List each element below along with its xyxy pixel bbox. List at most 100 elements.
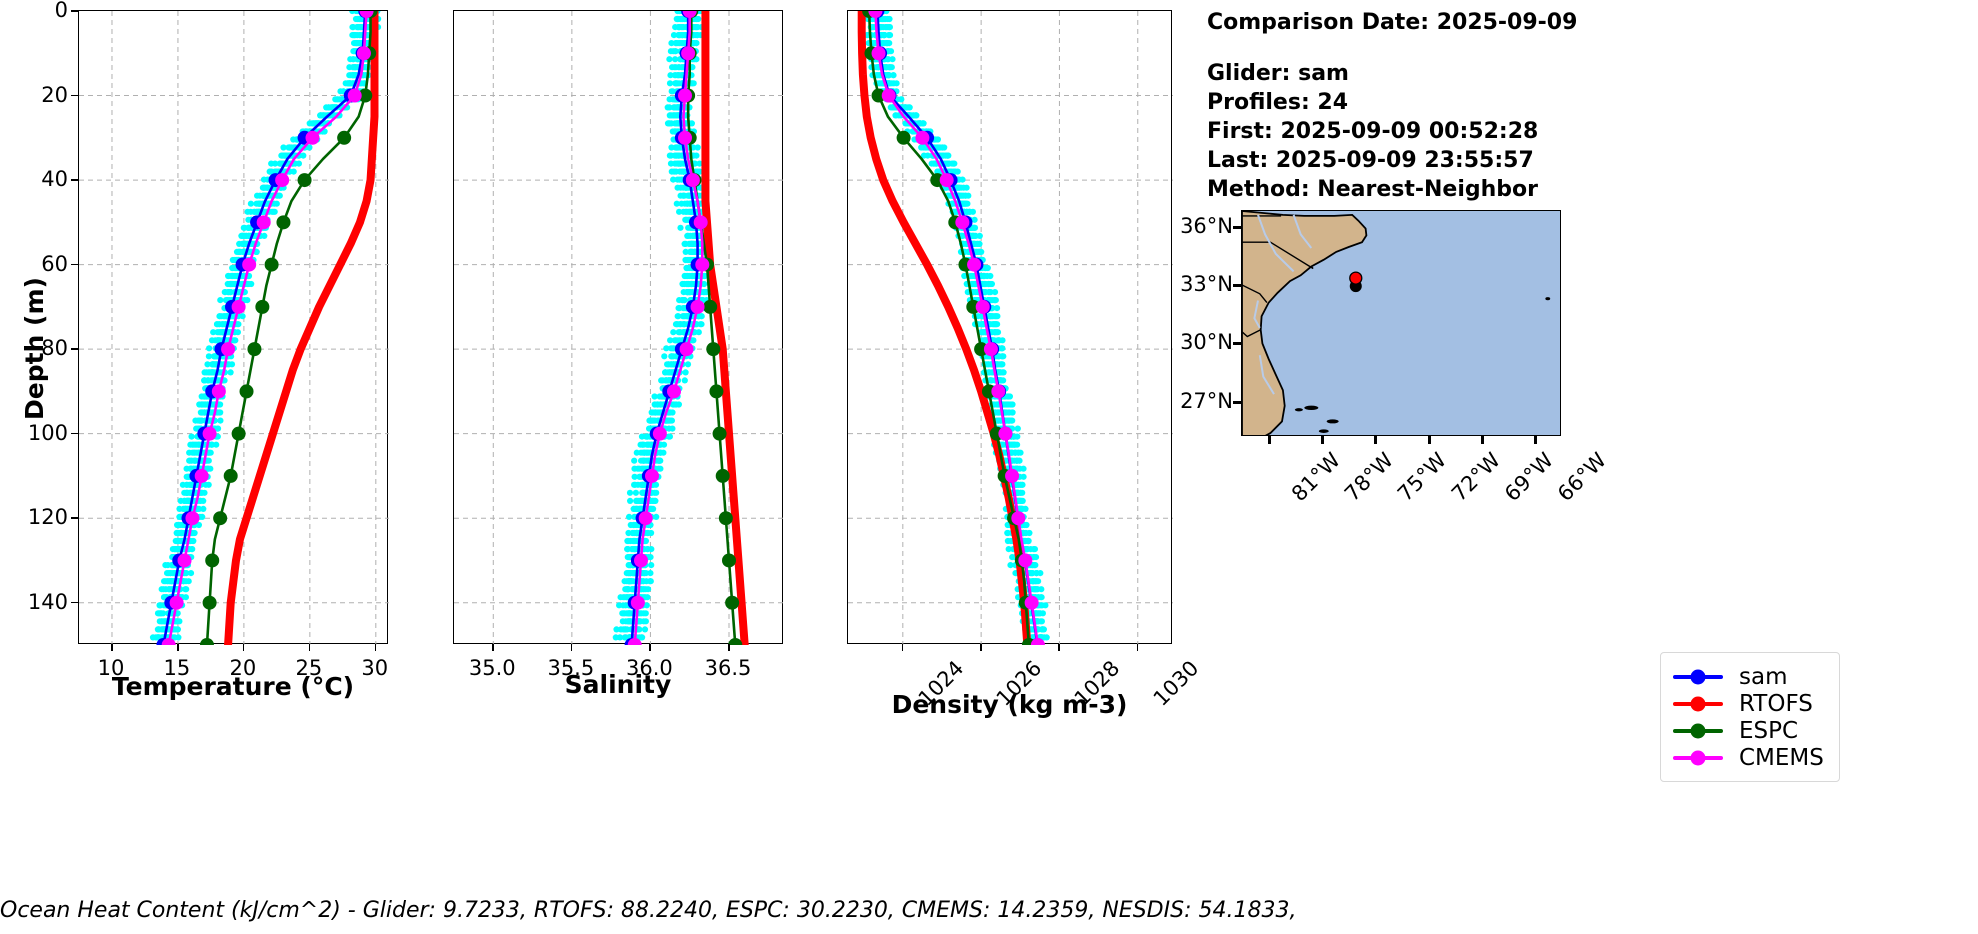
series-marker-cmems — [693, 215, 708, 230]
island — [1545, 297, 1551, 301]
legend-label: RTOFS — [1739, 690, 1813, 717]
series-marker-cmems — [1030, 638, 1045, 645]
legend-item[interactable]: CMEMS — [1673, 744, 1825, 771]
density-panel — [847, 10, 1173, 645]
series-line-cmems — [167, 11, 368, 645]
depth-tick-mark — [71, 10, 78, 12]
series-marker-cmems — [955, 215, 970, 230]
x-tick-mark — [649, 644, 652, 651]
series-marker-cmems — [185, 511, 200, 526]
map-lat-tick-mark — [1233, 342, 1241, 346]
map-lon-tick-mark — [1481, 436, 1484, 444]
state-border — [1242, 329, 1262, 338]
series-marker-cmems — [211, 384, 226, 399]
series-marker-cmems — [871, 46, 886, 61]
series-marker-espc — [255, 299, 270, 314]
legend-item[interactable]: ESPC — [1673, 717, 1825, 744]
series-marker-espc — [728, 638, 743, 645]
series-marker-cmems — [975, 299, 990, 314]
map-lon-tick-label: 66°W — [1553, 448, 1612, 506]
series-marker-cmems — [991, 384, 1006, 399]
depth-tick-label: 120 — [27, 505, 68, 530]
series-marker-cmems — [868, 11, 883, 18]
legend-item[interactable]: sam — [1673, 663, 1825, 690]
series-marker-espc — [358, 88, 373, 103]
series-marker-cmems — [347, 88, 362, 103]
series-marker-cmems — [967, 257, 982, 272]
river — [1253, 300, 1261, 329]
glider-name-text: Glider: sam — [1207, 61, 1349, 86]
x-tick-mark — [901, 644, 904, 651]
series-marker-cmems — [1018, 553, 1033, 568]
series-marker-espc — [706, 342, 721, 357]
map-lon-tick-label: 75°W — [1393, 448, 1452, 506]
series-line-espc — [867, 11, 1031, 645]
series-marker-cmems — [998, 426, 1013, 441]
method-text: Method: Nearest-Neighbor — [1207, 177, 1538, 202]
series-marker-cmems — [177, 553, 192, 568]
series-marker-espc — [871, 88, 886, 103]
legend-label: sam — [1739, 663, 1788, 690]
series-marker-cmems — [161, 638, 176, 645]
x-tick-mark — [176, 644, 179, 651]
first-profile-time-text: First: 2025-09-09 00:52:28 — [1207, 119, 1539, 144]
island — [1326, 419, 1339, 424]
legend-item[interactable]: RTOFS — [1673, 690, 1825, 717]
series-marker-espc — [276, 215, 291, 230]
series-line-cmems — [874, 11, 1040, 645]
series-marker-espc — [712, 426, 727, 441]
series-marker-cmems — [695, 257, 710, 272]
x-tick-mark — [570, 644, 573, 651]
salinity-axis-label: Salinity — [564, 670, 672, 699]
comparison-date-text: Comparison Date: 2025-09-09 — [1207, 10, 1578, 35]
series-marker-cmems — [881, 88, 896, 103]
depth-tick-mark — [71, 517, 78, 519]
series-marker-espc — [264, 257, 279, 272]
density-axis-label: Density (kg m-3) — [891, 690, 1128, 719]
x-tick-label: 25 — [295, 656, 323, 680]
series-line-sam — [162, 11, 367, 645]
depth-tick-label: 140 — [27, 589, 68, 614]
legend-line-rtofs — [1673, 696, 1723, 711]
series-marker-cmems — [915, 130, 930, 145]
legend-label: ESPC — [1739, 717, 1799, 744]
x-tick-label: 30 — [361, 656, 389, 680]
salinity-panel — [453, 10, 784, 645]
x-tick-label: 15 — [163, 656, 191, 680]
depth-tick-mark — [71, 348, 78, 350]
depth-tick-label: 100 — [27, 420, 68, 445]
map-lon-tick-label: 81°W — [1286, 448, 1345, 506]
series-marker-espc — [725, 595, 740, 610]
location-map — [1241, 210, 1561, 436]
info-text-block: Comparison Date: 2025-09-09 Glider: sam … — [1207, 8, 1577, 204]
river — [1258, 355, 1275, 395]
depth-tick-mark — [71, 179, 78, 181]
series-marker-espc — [223, 468, 238, 483]
glider-profile-points — [612, 11, 714, 641]
last-profile-time-text: Last: 2025-09-09 23:55:57 — [1207, 148, 1534, 173]
x-tick-mark — [980, 644, 982, 651]
x-tick-mark — [242, 644, 245, 651]
river — [1257, 214, 1295, 273]
land-area — [1242, 211, 1368, 435]
series-marker-espc — [199, 638, 214, 645]
temperature-panel — [78, 10, 389, 645]
state-border — [1242, 241, 1314, 270]
series-marker-espc — [715, 468, 730, 483]
series-marker-cmems — [645, 468, 659, 483]
legend-line-cmems — [1673, 750, 1723, 765]
series-marker-cmems — [678, 88, 692, 103]
series-line-rtofs — [224, 11, 379, 645]
series-marker-cmems — [627, 638, 642, 645]
series-marker-cmems — [1011, 511, 1026, 526]
map-lon-tick-label: 72°W — [1446, 448, 1505, 506]
map-lat-tick-mark — [1233, 284, 1241, 288]
x-tick-mark — [1136, 644, 1139, 651]
island — [1318, 429, 1329, 433]
x-tick-label: 20 — [229, 656, 257, 680]
series-marker-espc — [709, 384, 724, 399]
series-marker-cmems — [242, 257, 257, 272]
series-marker-cmems — [275, 173, 290, 188]
series-marker-espc — [337, 130, 352, 145]
